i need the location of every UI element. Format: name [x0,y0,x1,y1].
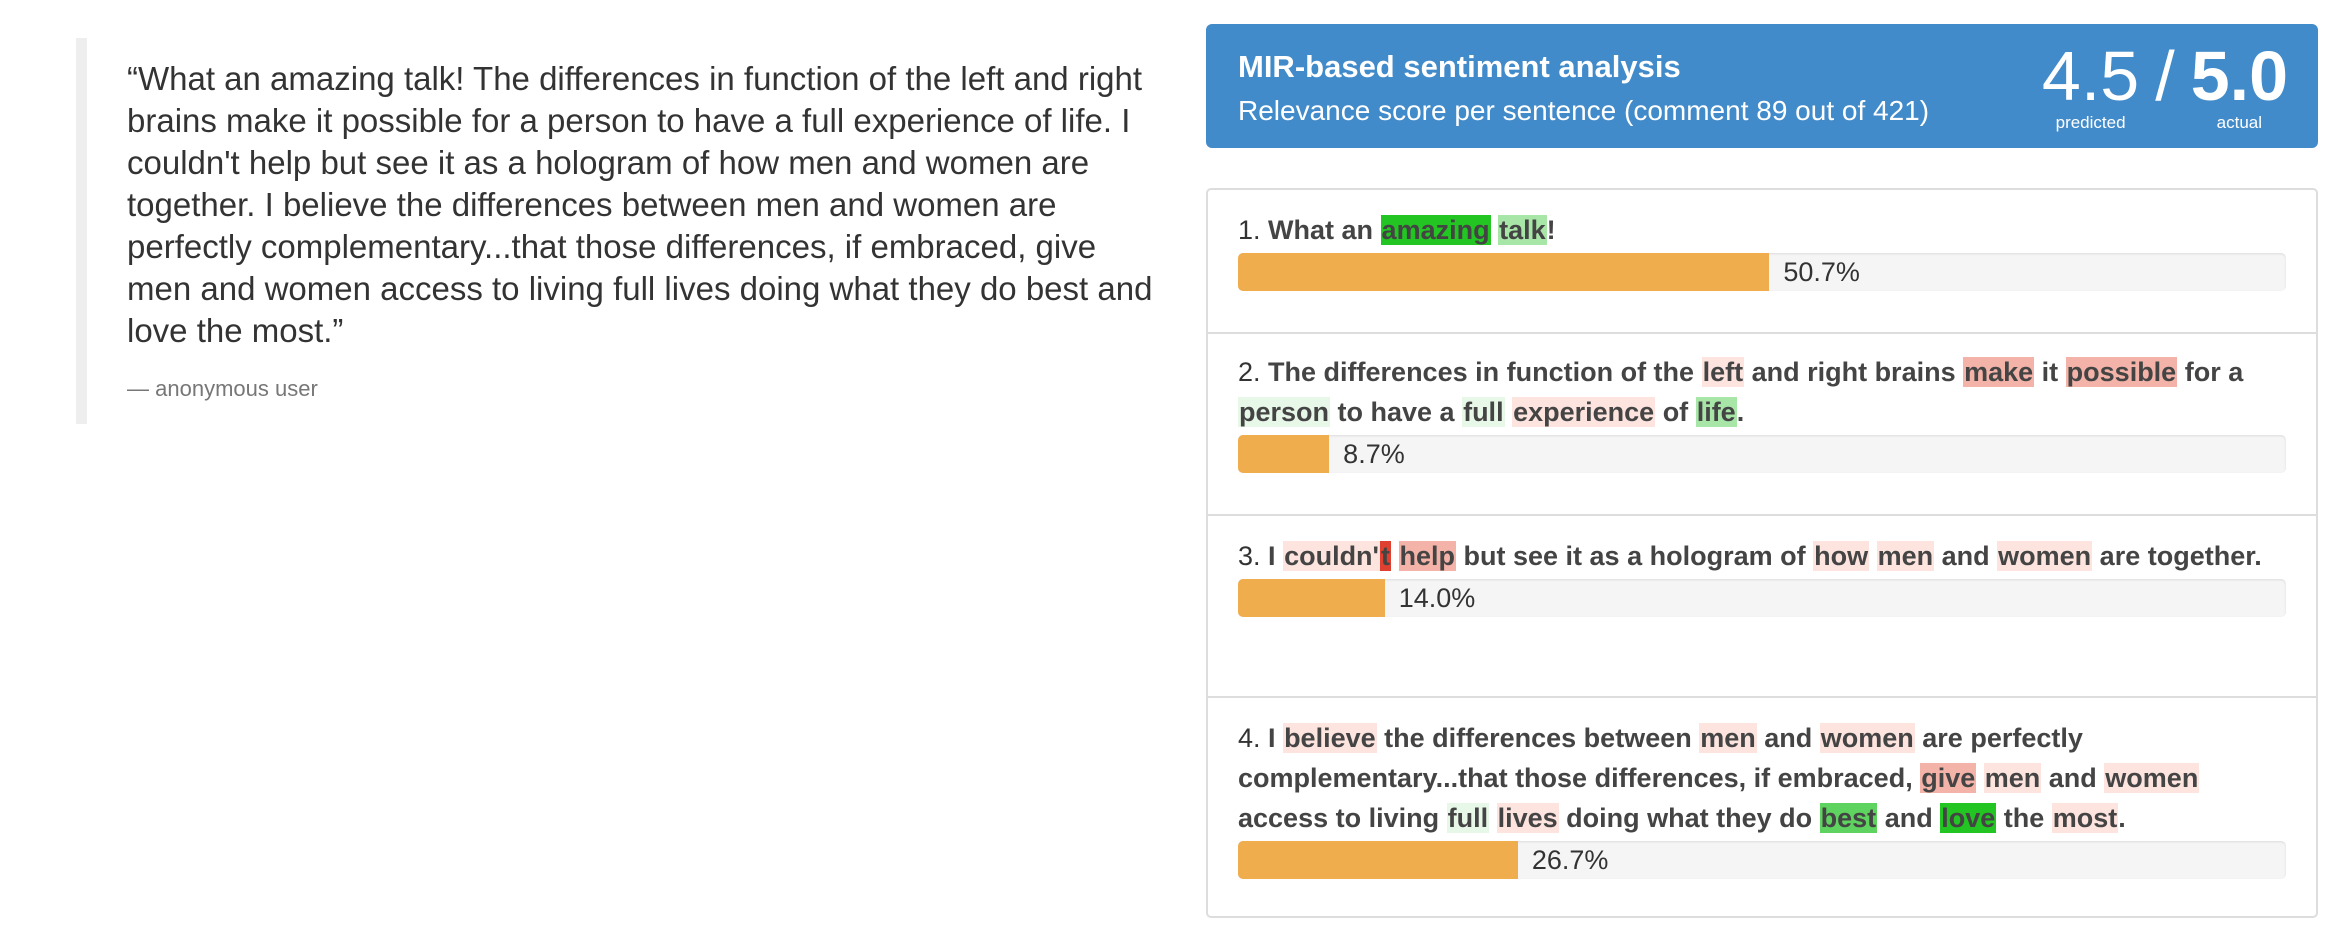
sentence-word: the differences between [1376,723,1700,753]
sentence-word: most [2051,803,2119,833]
sentence-word: full [1462,397,1505,427]
comment-quote: “What an amazing talk! The differences i… [76,38,1156,424]
sentence-word: to have a [1330,397,1463,427]
sentence-item-4: 4. I believe the differences between men… [1208,696,2316,918]
comment-text: “What an amazing talk! The differences i… [127,60,1153,349]
score-display: 4.5 predicted / 5.0 actual [2042,38,2288,138]
score-separator: / [2155,37,2175,115]
sentence-word: talk [1498,215,1547,245]
sentence-word [1869,541,1877,571]
sentence-word: and right brains [1744,357,1964,387]
sentence-tokens: I couldn't help but see it as a hologram… [1268,541,2262,571]
sentence-word: love [1940,803,1997,833]
relevance-bar-fill [1238,579,1385,617]
sentence-number: 3. [1238,541,1261,571]
sentence-number: 1. [1238,215,1261,245]
actual-score: 5.0 actual [2191,38,2288,132]
sentence-word: help [1398,541,1457,571]
sentence-word: men [1983,763,2042,793]
sentence-word: the [1996,803,2052,833]
sentence-word: . [2118,803,2126,833]
relevance-percent: 26.7% [1531,845,1609,875]
analysis-header: MIR-based sentiment analysis Relevance s… [1206,24,2318,148]
relevance-percent: 50.7% [1783,257,1860,287]
comment-author: anonymous user [127,374,1156,404]
relevance-bar: 8.7% [1238,435,2286,473]
sentence-word: men [1876,541,1935,571]
relevance-bar-fill [1238,841,1518,879]
actual-score-label: actual [2216,113,2263,132]
sentence-word: give [1920,763,1977,793]
sentence-text: 4. I believe the differences between men… [1238,718,2286,838]
sentence-word [1391,541,1399,571]
sentence-word: women [1819,723,1915,753]
sentence-word [1489,803,1497,833]
relevance-percent: 14.0% [1398,583,1476,613]
sentence-word: possible [2065,357,2178,387]
relevance-bar-fill [1238,253,1770,291]
sentence-word: for a [2177,357,2244,387]
sentence-word: ! [1546,215,1556,245]
sentence-word: men [1699,723,1757,753]
sentence-word: person [1238,397,1331,427]
predicted-score: 4.5 predicted [2042,38,2139,132]
sentence-word: couldn' [1283,541,1380,571]
relevance-bar: 14.0% [1238,579,2286,617]
sentence-word: left [1701,357,1745,387]
sentence-word: are perfectly complementary...that those… [1238,723,2083,793]
relevance-bar: 50.7% [1238,253,2286,291]
sentence-tokens: The differences in function of the left … [1238,357,2243,427]
sentence-word: doing what they do [1558,803,1820,833]
actual-score-value: 5.0 [2190,37,2288,115]
sentence-tokens: I believe the differences between men an… [1238,723,2200,833]
relevance-bar: 26.7% [1238,841,2286,879]
relevance-bar-fill [1238,435,1330,473]
sentence-item-3: 3. I couldn't help but see it as a holog… [1208,514,2316,696]
sentence-item-2: 2. The differences in function of the le… [1208,332,2316,514]
sentence-number: 2. [1238,357,1261,387]
sentence-list: 1. What an amazing talk! 50.7% 2. The di… [1206,188,2318,918]
sentence-word: and [1877,803,1941,833]
predicted-score-label: predicted [2055,113,2126,132]
sentence-word: of [1655,397,1696,427]
analysis-title: MIR-based sentiment analysis [1238,49,1681,84]
sentence-number: 4. [1238,723,1261,753]
sentence-word: it [2034,357,2066,387]
sentence-word: I [1268,541,1284,571]
sentence-word: make [1963,357,2035,387]
sentence-word: life [1695,397,1737,427]
sentence-word: but see it as a hologram of [1456,541,1814,571]
sentence-word: and [1934,541,1998,571]
sentence-word: how [1813,541,1870,571]
relevance-percent: 8.7% [1343,439,1405,469]
sentence-text: 3. I couldn't help but see it as a holog… [1238,536,2286,576]
sentence-word [1491,215,1499,245]
sentence-word: women [2104,763,2200,793]
sentence-word: are together. [2092,541,2262,571]
sentence-word: full [1446,803,1490,833]
sentence-word: believe [1283,723,1377,753]
sentence-text: 2. The differences in function of the le… [1238,352,2286,432]
predicted-score-value: 4.5 [2041,37,2140,115]
sentence-word [1505,397,1513,427]
sentence-word: experience [1512,397,1656,427]
sentence-word: women [1997,541,2093,571]
sentence-word [1976,763,1984,793]
sentence-word: amazing [1380,215,1491,245]
sentence-word: access to living [1238,803,1447,833]
analysis-subtitle: Relevance score per sentence (comment 89… [1238,95,1930,126]
sentence-word: The differences in function of the [1268,357,1702,387]
sentence-word: and [2041,763,2105,793]
sentence-item-1: 1. What an amazing talk! 50.7% [1208,190,2316,332]
sentence-word: I [1268,723,1284,753]
sentence-word: and [1756,723,1820,753]
sentence-word: What an [1268,215,1381,245]
sentence-tokens: What an amazing talk! [1268,215,1556,245]
sentence-word: best [1819,803,1878,833]
sentence-word: lives [1496,803,1559,833]
sentence-word: t [1379,541,1391,571]
sentence-word: . [1736,397,1745,427]
sentence-text: 1. What an amazing talk! [1238,210,2286,250]
